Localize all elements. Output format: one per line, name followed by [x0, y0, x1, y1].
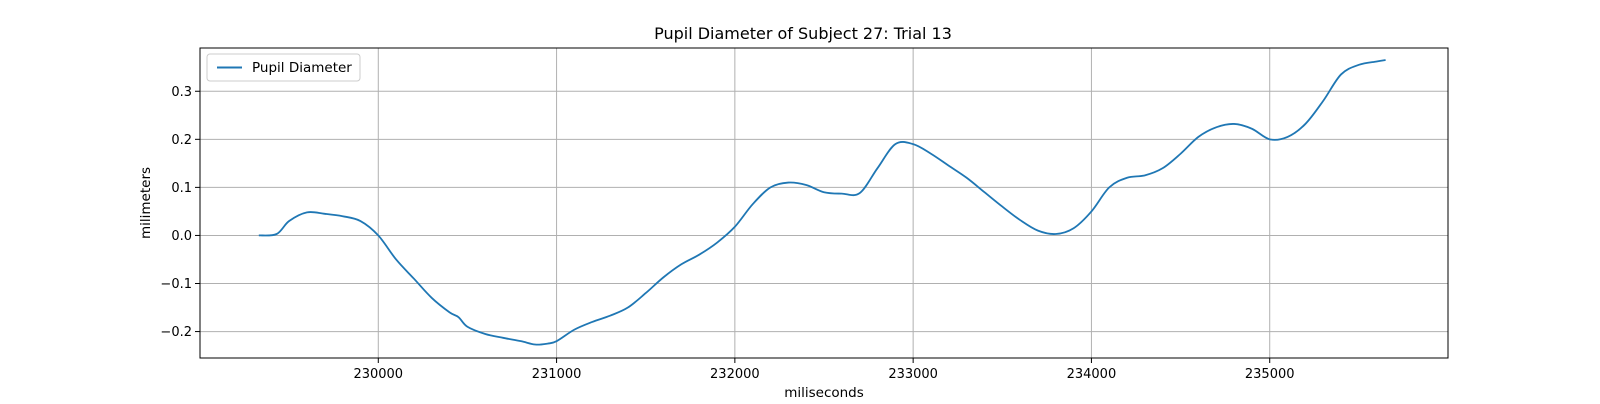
legend-label-pupil-diameter: Pupil Diameter [252, 60, 352, 76]
x-tick-label: 235000 [1245, 367, 1295, 382]
grid [200, 48, 1448, 358]
series-layer [258, 59, 1386, 346]
y-tick-label: 0.3 [171, 85, 192, 100]
y-tick-label: −0.1 [160, 277, 192, 292]
series-line-pupil-diameter [258, 59, 1386, 346]
y-axis: −0.2 −0.1 0.0 0.1 0.2 0.3 [160, 85, 200, 340]
x-axis: 230000 231000 232000 233000 234000 235000 [353, 358, 1295, 382]
y-tick-label: −0.2 [160, 325, 192, 340]
x-tick-label: 232000 [710, 367, 760, 382]
y-tick-label: 0.1 [171, 181, 192, 196]
x-tick-label: 230000 [353, 367, 403, 382]
y-axis-label: milimeters [138, 167, 154, 239]
legend: Pupil Diameter [206, 53, 361, 82]
plot-frame [199, 47, 1449, 359]
x-tick-label: 234000 [1067, 367, 1117, 382]
x-axis-label: miliseconds [784, 385, 864, 400]
y-tick-label: 0.0 [171, 229, 192, 244]
x-tick-label: 233000 [888, 367, 938, 382]
x-tick-label: 231000 [532, 367, 582, 382]
legend-box [206, 53, 361, 82]
chart-title: Pupil Diameter of Subject 27: Trial 13 [654, 24, 952, 43]
y-tick-label: 0.2 [171, 133, 192, 148]
